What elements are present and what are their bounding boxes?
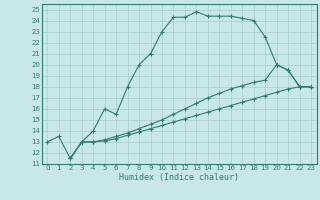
X-axis label: Humidex (Indice chaleur): Humidex (Indice chaleur) bbox=[119, 173, 239, 182]
